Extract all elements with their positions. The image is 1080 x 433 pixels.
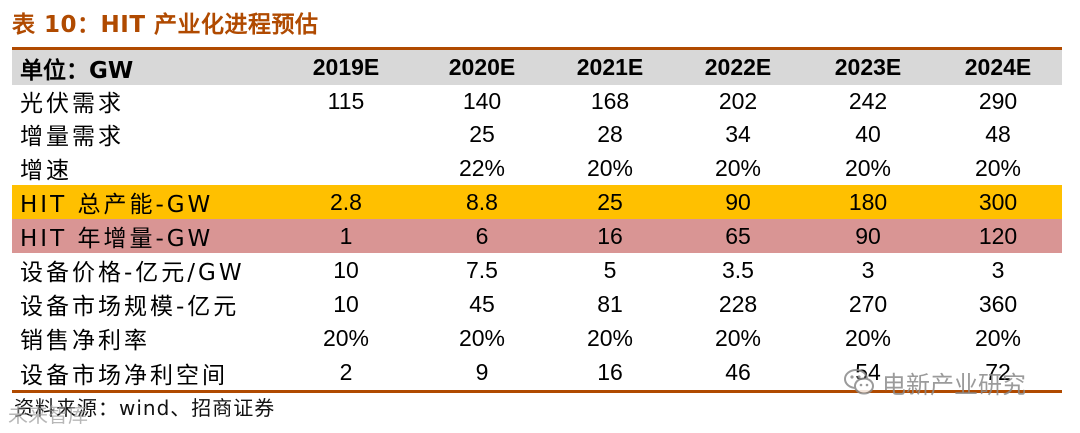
table-cell: 90 bbox=[725, 188, 751, 215]
table-cell: 290 bbox=[978, 87, 1018, 114]
table-cell: 20% bbox=[714, 324, 762, 351]
watermark-text: 电新产业研究 bbox=[882, 370, 1026, 399]
table-cell: 202 bbox=[718, 87, 758, 114]
table-cell: 46 bbox=[725, 359, 751, 385]
row-label: 增速 bbox=[20, 158, 72, 184]
table-row: 设备价格-亿元/GW 10 7.5 5 3.5 3 3 bbox=[12, 253, 1062, 287]
table-cell bbox=[274, 117, 418, 151]
table-cell: 20% bbox=[844, 154, 892, 181]
table-cell: 16 bbox=[597, 222, 623, 249]
table-cell: 40 bbox=[855, 120, 881, 147]
table-cell: 20% bbox=[322, 324, 370, 351]
row-label: 设备价格-亿元/GW bbox=[20, 260, 245, 286]
table-cell: 20% bbox=[586, 154, 634, 181]
header-year: 2022E bbox=[704, 54, 772, 80]
table-cell: 20% bbox=[714, 154, 762, 181]
row-label: 光伏需求 bbox=[20, 91, 124, 117]
header-year: 2024E bbox=[964, 54, 1032, 80]
table-cell: 115 bbox=[327, 87, 365, 114]
table-row: HIT 总产能-GW 2.8 8.8 25 90 180 300 bbox=[12, 185, 1062, 219]
table-row: HIT 年增量-GW 1 6 16 65 90 120 bbox=[12, 219, 1062, 253]
header-unit-label: 单位：GW bbox=[20, 57, 134, 84]
table-cell: 45 bbox=[469, 290, 495, 317]
table-cell: 90 bbox=[855, 222, 881, 249]
table-row: 增速 22% 20% 20% 20% 20% bbox=[12, 151, 1062, 185]
table-cell: 360 bbox=[978, 290, 1018, 317]
table-cell: 3.5 bbox=[722, 256, 754, 283]
table-cell: 20% bbox=[458, 324, 506, 351]
source-note: 资料来源：wind、招商证券 bbox=[14, 396, 276, 420]
header-year: 2020E bbox=[448, 54, 516, 80]
table-row: 增量需求 25 28 34 40 48 bbox=[12, 117, 1062, 151]
table-cell: 7.5 bbox=[466, 256, 498, 283]
row-label: 设备市场规模-亿元 bbox=[20, 294, 240, 320]
table-cell: 140 bbox=[462, 87, 502, 114]
table-cell: 25 bbox=[469, 120, 495, 147]
table-cell: 20% bbox=[844, 324, 892, 351]
table-cell: 300 bbox=[978, 188, 1018, 215]
table-title: 表 10：HIT 产业化进程预估 bbox=[12, 12, 319, 38]
table-cell: 22% bbox=[458, 154, 506, 181]
bottom-left-watermark: 未来智库 bbox=[8, 402, 88, 427]
table-cell: 10 bbox=[333, 290, 359, 317]
table-cell: 242 bbox=[848, 87, 888, 114]
table-cell: 20% bbox=[974, 154, 1022, 181]
watermark: 电新产业研究 bbox=[842, 362, 1026, 402]
table-cell: 6 bbox=[475, 222, 489, 249]
table-cell: 228 bbox=[718, 290, 758, 317]
row-label: 设备市场净利空间 bbox=[20, 362, 228, 389]
table-cell: 8.8 bbox=[466, 188, 498, 215]
table-cell: 1 bbox=[339, 222, 353, 249]
table-cell: 25 bbox=[597, 188, 623, 215]
table-cell: 72 bbox=[985, 359, 1011, 385]
table-cell: 81 bbox=[597, 290, 623, 317]
table-cell: 120 bbox=[978, 222, 1018, 249]
table-cell: 20% bbox=[974, 324, 1022, 351]
bottom-rule bbox=[12, 390, 1062, 393]
table-row: 设备市场规模-亿元 10 45 81 228 270 360 bbox=[12, 287, 1062, 321]
table-cell: 65 bbox=[725, 222, 751, 249]
table-cell: 28 bbox=[597, 120, 623, 147]
table-cell: 3 bbox=[991, 256, 1005, 283]
table-cell: 3 bbox=[861, 256, 875, 283]
table-cell: 16 bbox=[597, 359, 623, 385]
row-label: 销售净利率 bbox=[20, 328, 150, 354]
table-cell: 9 bbox=[475, 359, 489, 385]
table-cell: 2.8 bbox=[330, 188, 362, 215]
top-rule bbox=[12, 47, 1062, 50]
table-cell: 2 bbox=[339, 359, 353, 385]
table-cell: 34 bbox=[725, 120, 751, 147]
table-header-row: 单位：GW 2019E 2020E 2021E 2022E 2023E 2024E bbox=[12, 50, 1062, 85]
table-cell: 48 bbox=[985, 120, 1011, 147]
row-label: 增量需求 bbox=[20, 124, 124, 150]
table-cell: 20% bbox=[586, 324, 634, 351]
row-label: HIT 总产能-GW bbox=[20, 192, 214, 218]
table-cell bbox=[274, 151, 418, 185]
table-row: 销售净利率 20% 20% 20% 20% 20% 20% bbox=[12, 321, 1062, 355]
row-label: HIT 年增量-GW bbox=[20, 226, 214, 252]
table-cell: 5 bbox=[603, 256, 617, 283]
table-cell: 180 bbox=[848, 188, 888, 215]
wechat-icon bbox=[844, 369, 874, 395]
table-cell: 168 bbox=[590, 87, 630, 114]
header-year: 2019E bbox=[312, 54, 380, 80]
header-year: 2023E bbox=[834, 54, 902, 80]
table-cell: 10 bbox=[333, 256, 359, 283]
table-cell: 270 bbox=[848, 290, 888, 317]
header-year: 2021E bbox=[576, 54, 644, 80]
table-row: 设备市场净利空间 2 9 16 46 54 72 bbox=[12, 355, 1062, 390]
table-row: 光伏需求 115 140 168 202 242 290 bbox=[12, 84, 1062, 118]
